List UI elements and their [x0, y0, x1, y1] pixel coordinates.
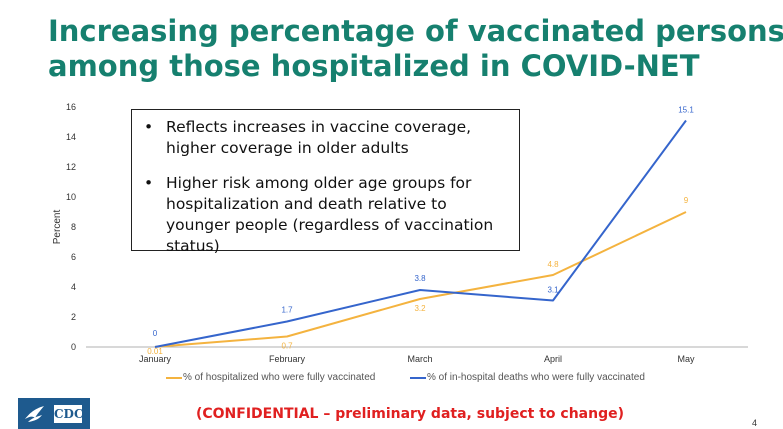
- data-label: 3.2: [414, 304, 426, 313]
- data-label-layer: 0.01 0.7 3.2 4.8 9 0 1.7 3.8 3.1 15.1: [147, 106, 694, 356]
- title-line-1: Increasing percentage of vaccinated pers…: [48, 14, 783, 48]
- series-line-hospitalized: [154, 211, 687, 348]
- y-axis-label: Percent: [52, 210, 63, 245]
- legend-label: % of hospitalized who were fully vaccina…: [183, 372, 376, 383]
- y-tick-label: 6: [71, 252, 76, 262]
- y-tick-label: 8: [71, 222, 76, 232]
- page-number: 4: [751, 418, 757, 428]
- cdc-logo-text: CDC: [54, 404, 84, 423]
- data-label: 9: [684, 196, 689, 205]
- x-tick-label: February: [269, 354, 306, 364]
- title-line-2: among those hospitalized in COVID-NET: [48, 49, 700, 83]
- data-label: 0.7: [281, 342, 293, 351]
- x-axis: January February March April May: [86, 346, 748, 364]
- data-label: 4.8: [547, 260, 559, 269]
- y-tick-label: 16: [66, 102, 76, 112]
- annotation-bullet: • Reflects increases in vaccine coverage…: [144, 117, 509, 159]
- confidential-footer: (CONFIDENTIAL – preliminary data, subjec…: [195, 406, 624, 422]
- y-tick-label: 14: [66, 132, 76, 142]
- data-label: 3.8: [414, 274, 426, 283]
- x-tick-label: April: [544, 354, 562, 364]
- chart-legend: % of hospitalized who were fully vaccina…: [0, 372, 783, 388]
- series-layer: [154, 119, 687, 348]
- x-tick-label: March: [407, 354, 432, 364]
- data-label: 15.1: [678, 106, 694, 115]
- x-tick-label: May: [677, 354, 695, 364]
- annotation-text: Higher risk among older age groups for h…: [166, 174, 494, 255]
- bullet-icon: •: [144, 118, 154, 136]
- y-tick-label: 10: [66, 192, 76, 202]
- annotation-box: • Reflects increases in vaccine coverage…: [131, 109, 520, 255]
- y-axis: 0 2 4 6 8 10 12 14 16 Percent: [52, 102, 76, 352]
- y-tick-label: 4: [71, 282, 76, 292]
- y-tick-label: 0: [71, 342, 76, 352]
- annotation-text: Reflects increases in vaccine coverage, …: [166, 118, 472, 157]
- annotation-bullet: • Higher risk among older age groups for…: [144, 173, 509, 257]
- cdc-logo: CDC: [18, 398, 90, 429]
- data-label: 3.1: [547, 286, 559, 295]
- legend-item-deaths: % of in-hospital deaths who were fully v…: [410, 372, 645, 383]
- x-tick-label: January: [139, 354, 172, 364]
- slide-title: Increasing percentage of vaccinated pers…: [48, 14, 783, 84]
- bullet-icon: •: [144, 174, 154, 192]
- data-label: 0: [153, 329, 158, 338]
- y-tick-label: 12: [66, 162, 76, 172]
- legend-item-hospitalized: % of hospitalized who were fully vaccina…: [166, 372, 375, 383]
- series-line-deaths: [154, 119, 687, 348]
- hhs-eagle-icon: [18, 398, 52, 429]
- legend-line-icon: [166, 376, 182, 379]
- data-label: 0.01: [147, 347, 163, 356]
- y-tick-label: 2: [71, 312, 76, 322]
- legend-label: % of in-hospital deaths who were fully v…: [427, 372, 645, 383]
- data-label: 1.7: [281, 306, 293, 315]
- legend-line-icon: [410, 376, 426, 379]
